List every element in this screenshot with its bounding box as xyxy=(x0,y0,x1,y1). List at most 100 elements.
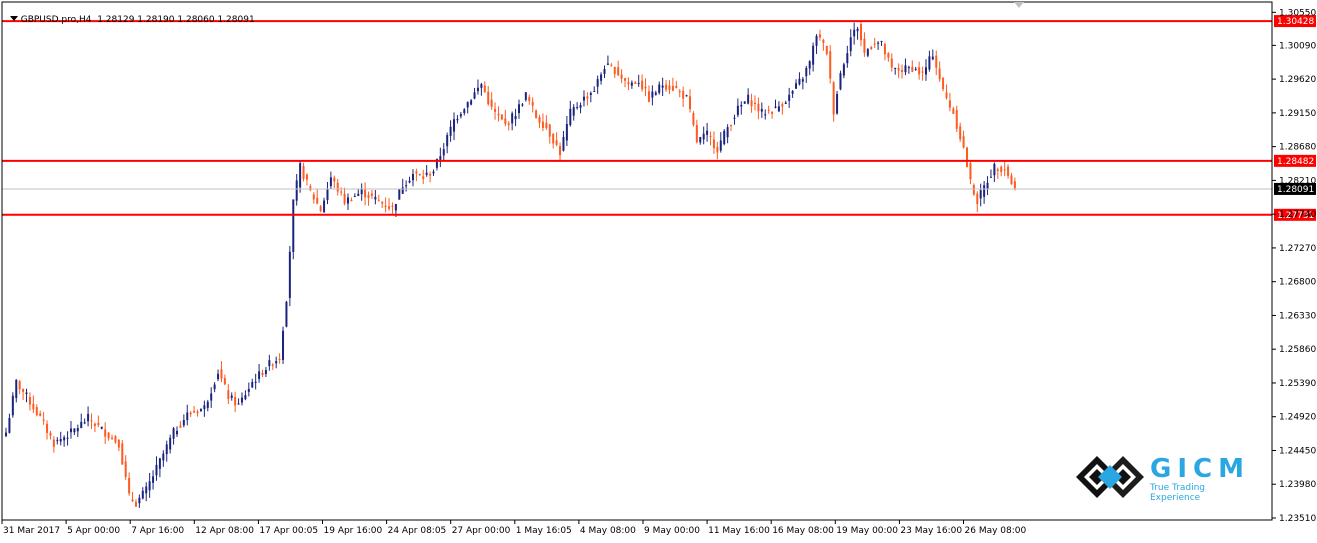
candle xyxy=(709,131,712,146)
candle xyxy=(555,132,558,147)
candle xyxy=(179,420,182,428)
x-tick-label: 16 May 08:00 xyxy=(772,526,834,536)
candle xyxy=(210,387,213,408)
candle xyxy=(312,192,315,204)
x-tick-label: 17 Apr 00:05 xyxy=(259,526,318,536)
candle xyxy=(329,171,332,190)
candle xyxy=(490,92,493,110)
candle xyxy=(309,184,312,192)
candle xyxy=(131,492,134,502)
candle xyxy=(788,87,791,108)
x-tick-label: 7 Apr 16:00 xyxy=(131,526,184,536)
candle xyxy=(97,415,100,428)
candle xyxy=(285,300,288,328)
candle xyxy=(333,175,336,189)
candle xyxy=(350,197,353,202)
candle xyxy=(777,101,780,113)
candle xyxy=(897,63,900,79)
candle xyxy=(480,82,483,96)
candle xyxy=(706,123,709,142)
current-price-tag xyxy=(1274,182,1316,195)
candle xyxy=(586,92,589,106)
candle xyxy=(620,69,623,84)
x-tick-label: 11 May 16:00 xyxy=(708,526,770,536)
candle xyxy=(576,102,579,110)
candle xyxy=(948,93,951,112)
candle xyxy=(429,171,432,183)
shift-marker-icon[interactable] xyxy=(1014,2,1024,8)
candle xyxy=(712,131,715,154)
candle xyxy=(282,326,285,364)
gicm-logo: GICM True Trading Experience xyxy=(1072,452,1252,503)
candle xyxy=(59,431,62,446)
candle xyxy=(138,494,141,508)
candle xyxy=(692,111,695,127)
candle xyxy=(699,136,702,145)
candle xyxy=(261,369,264,378)
candle xyxy=(251,378,254,389)
dropdown-triangle-icon[interactable] xyxy=(9,16,18,21)
symbol-header: GBPUSD.pro,H4 1.28129 1.28190 1.28060 1.… xyxy=(4,5,255,25)
candle xyxy=(473,87,476,100)
x-tick-label: 27 Apr 00:00 xyxy=(452,526,511,536)
candle xyxy=(418,173,421,177)
candle xyxy=(589,91,592,103)
candle xyxy=(384,197,387,213)
y-tick-label: 1.23980 xyxy=(1279,480,1316,490)
y-tick-label: 1.29150 xyxy=(1279,109,1316,119)
candle xyxy=(268,354,271,371)
plot-frame xyxy=(1,1,1273,521)
candle xyxy=(206,399,209,412)
candle xyxy=(39,410,42,417)
candle xyxy=(774,99,777,109)
candle xyxy=(565,116,568,146)
x-tick-label: 1 May 16:05 xyxy=(516,526,572,536)
level-price-label: 1.27731 xyxy=(1277,211,1314,221)
candle xyxy=(459,111,462,119)
candle xyxy=(582,90,585,107)
candle xyxy=(842,62,845,79)
candle xyxy=(234,391,237,413)
candle xyxy=(5,427,7,438)
candle xyxy=(931,49,934,61)
candle xyxy=(18,379,21,395)
candle xyxy=(152,470,155,490)
x-tick-label: 24 Apr 08:05 xyxy=(388,526,447,536)
candle xyxy=(630,80,633,89)
candle xyxy=(374,189,377,205)
candle xyxy=(617,60,620,76)
candle xyxy=(863,32,866,57)
current-price-label: 1.28091 xyxy=(1277,185,1314,195)
candle xyxy=(104,422,107,444)
candle xyxy=(148,472,151,498)
candle xyxy=(258,363,261,383)
x-tick-label: 19 Apr 16:00 xyxy=(324,526,383,536)
candle xyxy=(494,102,497,120)
candle xyxy=(8,413,11,434)
candle xyxy=(11,392,14,418)
candle xyxy=(90,413,93,430)
candle xyxy=(613,66,616,79)
candle xyxy=(733,114,736,125)
candle xyxy=(901,64,904,79)
candle xyxy=(511,111,514,131)
candle xyxy=(42,412,45,425)
candle xyxy=(456,115,459,124)
candle xyxy=(227,384,230,405)
candle xyxy=(500,114,503,121)
candle xyxy=(979,183,982,207)
candle xyxy=(801,76,804,90)
candle xyxy=(288,245,291,307)
candle xyxy=(853,22,856,45)
x-tick-label: 4 May 08:00 xyxy=(580,526,636,536)
candle xyxy=(107,432,110,441)
candle xyxy=(220,361,223,383)
candle xyxy=(504,109,507,127)
candle xyxy=(377,194,380,202)
candle xyxy=(145,482,148,502)
x-tick-label: 31 Mar 2017 xyxy=(3,526,60,536)
candle xyxy=(545,115,548,130)
candle xyxy=(689,89,691,113)
candle xyxy=(559,142,562,162)
